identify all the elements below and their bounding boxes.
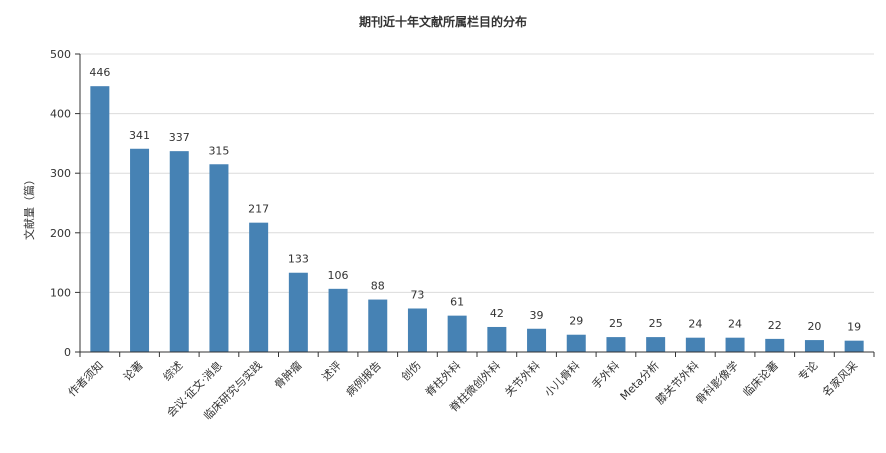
data-label: 19 <box>847 321 861 334</box>
y-axis-label: 文献量（篇） <box>22 174 36 240</box>
bar <box>844 340 864 352</box>
x-tick-label: 述评 <box>319 359 344 384</box>
bar <box>725 337 745 352</box>
bar <box>169 151 189 352</box>
x-tick-label: 论著 <box>120 358 145 383</box>
bar <box>447 315 467 352</box>
bar <box>209 164 229 352</box>
data-label: 29 <box>569 315 583 328</box>
data-label: 25 <box>609 317 623 330</box>
bar <box>646 337 666 352</box>
data-label: 73 <box>410 288 424 301</box>
x-tick-label: 作者须知 <box>65 358 106 399</box>
gridlines <box>80 53 874 293</box>
bar <box>90 86 110 353</box>
data-label: 24 <box>688 318 702 331</box>
chart-title: 期刊近十年文献所属栏目的分布 <box>359 14 527 29</box>
bar <box>566 334 586 352</box>
bar <box>804 340 824 352</box>
bar <box>249 222 269 352</box>
y-axis: 0 100 200 300 400 500 <box>50 48 81 359</box>
bar <box>407 308 427 352</box>
data-label: 337 <box>169 131 190 144</box>
data-label: 39 <box>530 309 544 322</box>
data-label: 217 <box>248 203 269 216</box>
x-tick-label: 骨科影像学 <box>692 358 741 407</box>
bar <box>288 272 308 352</box>
bar <box>130 148 150 352</box>
x-tick-label: 脊柱外科 <box>422 358 463 399</box>
x-tick-label: 病例报告 <box>343 358 384 399</box>
y-tick-label: 500 <box>50 48 71 61</box>
y-tick-label: 200 <box>50 227 71 240</box>
x-tick-label: 骨肿瘤 <box>271 358 304 391</box>
x-tick-label: 手外科 <box>589 358 622 391</box>
data-label: 315 <box>208 144 229 157</box>
bar <box>765 338 785 352</box>
x-tick-label: 专论 <box>795 358 820 383</box>
data-label: 446 <box>89 66 110 79</box>
data-label: 106 <box>328 269 349 282</box>
y-tick-label: 400 <box>50 108 71 121</box>
bar <box>328 288 348 352</box>
bars: 446 341 337 315 217 133 106 88 73 61 42 39 29 25 25 24 2… <box>89 66 864 353</box>
data-label: 341 <box>129 129 150 142</box>
y-tick-label: 0 <box>64 346 71 359</box>
bar <box>368 299 388 352</box>
x-tick-label: 综述 <box>160 358 185 383</box>
data-label: 20 <box>807 320 821 333</box>
x-tick-label: 小儿骨科 <box>541 358 582 399</box>
data-label: 42 <box>490 307 504 320</box>
bar <box>606 337 626 352</box>
y-tick-label: 100 <box>50 286 71 299</box>
bar <box>685 337 705 352</box>
data-label: 22 <box>768 319 782 332</box>
bar <box>487 326 507 352</box>
data-label: 133 <box>288 253 309 266</box>
y-tick-label: 300 <box>50 167 71 180</box>
data-label: 88 <box>371 280 385 293</box>
data-label: 61 <box>450 296 464 309</box>
x-tick-label: 名家风采 <box>819 358 860 399</box>
x-tick-label: 临床论著 <box>740 358 781 399</box>
x-tick-label: 关节外科 <box>502 358 543 399</box>
data-label: 24 <box>728 318 742 331</box>
bar <box>527 328 547 352</box>
data-label: 25 <box>649 317 663 330</box>
x-tick-label: 创伤 <box>399 359 424 384</box>
